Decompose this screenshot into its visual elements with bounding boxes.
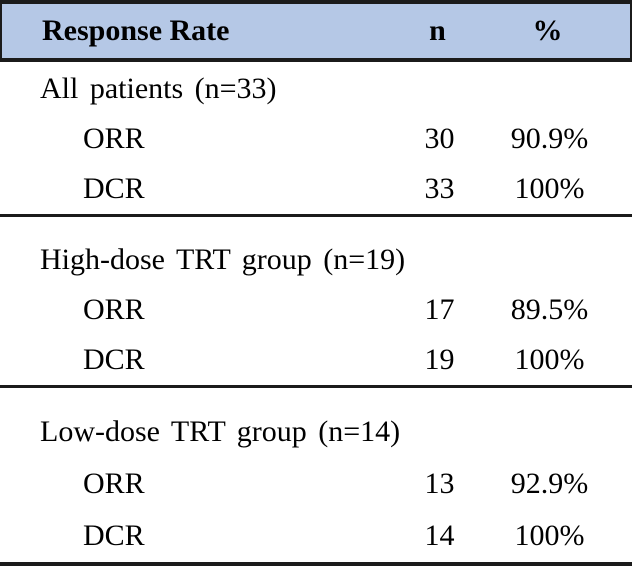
row-label: ORR xyxy=(83,122,145,155)
row-n-value: 19 xyxy=(424,343,455,376)
group-row: Low-dose TRT group (n=14) xyxy=(0,406,632,458)
section-high-dose-trt-group: High-dose TRT group (n=19) ORR 17 89.5% … xyxy=(0,217,632,388)
row-n-value: 17 xyxy=(424,293,455,326)
row-n-value: 30 xyxy=(424,122,455,155)
row-label: ORR xyxy=(83,293,145,326)
table-row: ORR 30 90.9% xyxy=(0,114,632,164)
table-row: DCR 14 100% xyxy=(0,510,632,562)
table-row: ORR 17 89.5% xyxy=(0,285,632,335)
row-percent-value: 100% xyxy=(514,343,585,376)
section-low-dose-trt-group: Low-dose TRT group (n=14) ORR 13 92.9% D… xyxy=(0,388,632,566)
section-all-patients: All patients (n=33) ORR 30 90.9% DCR 33 … xyxy=(0,62,632,217)
row-label: ORR xyxy=(83,467,145,500)
group-label: High-dose TRT group (n=19) xyxy=(40,243,406,276)
header-n: n xyxy=(429,14,446,47)
row-percent-value: 100% xyxy=(514,172,585,205)
group-label: All patients (n=33) xyxy=(40,72,277,105)
table-header-row: Response Rate n % xyxy=(0,0,632,62)
row-label: DCR xyxy=(83,172,145,205)
table-row: ORR 13 92.9% xyxy=(0,458,632,510)
table-row: DCR 19 100% xyxy=(0,335,632,385)
row-percent-value: 89.5% xyxy=(510,293,589,326)
header-response-rate: Response Rate xyxy=(42,14,230,47)
row-n-value: 33 xyxy=(424,172,455,205)
group-label: Low-dose TRT group (n=14) xyxy=(40,415,401,448)
row-percent-value: 100% xyxy=(514,519,585,552)
row-percent-value: 90.9% xyxy=(510,122,589,155)
row-label: DCR xyxy=(83,519,145,552)
row-n-value: 14 xyxy=(424,519,455,552)
row-n-value: 13 xyxy=(424,467,455,500)
header-percent: % xyxy=(532,14,563,47)
row-label: DCR xyxy=(83,343,145,376)
group-row: High-dose TRT group (n=19) xyxy=(0,235,632,285)
group-row: All patients (n=33) xyxy=(0,64,632,114)
row-percent-value: 92.9% xyxy=(510,467,589,500)
table-row: DCR 33 100% xyxy=(0,164,632,214)
